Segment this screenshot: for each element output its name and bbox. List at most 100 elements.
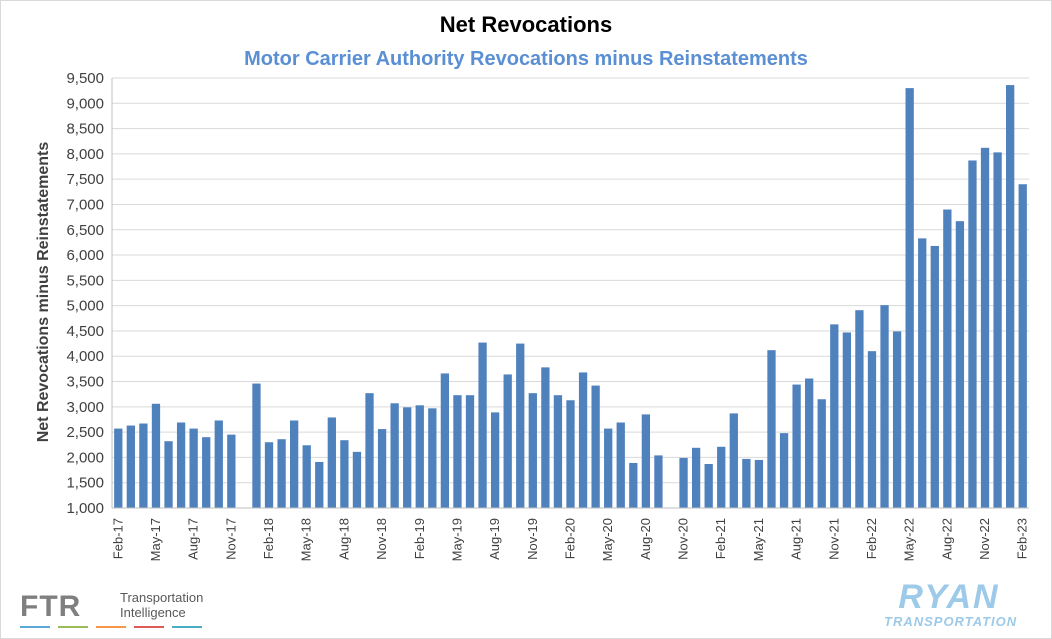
bar bbox=[490, 412, 500, 508]
bar bbox=[955, 221, 965, 508]
bar bbox=[164, 441, 173, 508]
y-tick-label: 7,000 bbox=[66, 196, 104, 213]
bar bbox=[604, 428, 613, 508]
x-tick-label: Feb-19 bbox=[412, 518, 427, 559]
bar bbox=[968, 160, 977, 509]
bar bbox=[880, 305, 889, 508]
bar bbox=[779, 433, 789, 508]
bar bbox=[315, 461, 324, 508]
chart-subtitle: Motor Carrier Authority Revocations minu… bbox=[244, 48, 808, 70]
ftr-logo-stripe bbox=[58, 626, 88, 628]
x-tick-label: Nov-20 bbox=[676, 518, 691, 560]
x-tick-label: Aug-19 bbox=[487, 518, 502, 560]
y-tick-label: 5,500 bbox=[66, 272, 104, 289]
bar bbox=[126, 425, 135, 508]
bar bbox=[842, 332, 852, 508]
bar bbox=[202, 437, 211, 508]
x-tick-label: May-21 bbox=[751, 518, 766, 561]
x-tick-label: Nov-17 bbox=[223, 518, 238, 560]
bar bbox=[805, 378, 814, 508]
ftr-logo-stripe bbox=[134, 626, 164, 628]
bar bbox=[993, 152, 1002, 509]
bar bbox=[717, 446, 726, 508]
bar bbox=[327, 417, 336, 508]
x-tick-label: Aug-21 bbox=[789, 518, 804, 560]
x-tick-label: Nov-18 bbox=[374, 518, 389, 560]
x-tick-label: Aug-17 bbox=[186, 518, 201, 560]
bar bbox=[729, 413, 738, 508]
x-tick-label: Feb-20 bbox=[563, 518, 578, 559]
bar bbox=[679, 457, 688, 508]
y-tick-label: 5,000 bbox=[66, 298, 104, 315]
bar bbox=[943, 209, 952, 508]
y-axis-label: Net Revocations minus Reinstatements bbox=[35, 142, 52, 443]
bar bbox=[541, 367, 550, 508]
y-tick-label: 6,000 bbox=[66, 247, 104, 264]
bar bbox=[591, 385, 600, 508]
x-tick-label: Feb-21 bbox=[713, 518, 728, 559]
x-tick-labels: Feb-17 May-17 Aug-17 Nov-17 Feb-18 May-18 Aug-… bbox=[110, 518, 1029, 561]
bar bbox=[830, 324, 839, 508]
y-tick-label: 1,000 bbox=[66, 500, 104, 517]
bar bbox=[264, 442, 274, 508]
ryan-logo-main: RYAN bbox=[898, 578, 1000, 616]
x-tick-label: Nov-19 bbox=[525, 518, 540, 560]
bar bbox=[289, 420, 299, 508]
bar bbox=[503, 374, 512, 508]
bar bbox=[867, 351, 877, 508]
y-tick-label: 2,000 bbox=[66, 449, 104, 466]
bar bbox=[817, 399, 826, 508]
bar bbox=[792, 384, 801, 508]
y-tick-label: 6,500 bbox=[66, 222, 104, 239]
ftr-logo-stripe bbox=[172, 626, 202, 628]
bar bbox=[930, 245, 939, 508]
bar bbox=[654, 455, 663, 508]
bar bbox=[428, 408, 437, 508]
bar bbox=[892, 331, 902, 508]
bar bbox=[114, 428, 123, 508]
bar bbox=[566, 400, 575, 508]
y-tick-label: 4,000 bbox=[66, 348, 104, 365]
y-tick-labels: 1,000 1,500 2,000 2,500 3,000 3,500 4,000 4,500… bbox=[66, 70, 104, 517]
bar bbox=[252, 383, 261, 508]
ryan-logo-sub: TRANSPORTATION bbox=[884, 614, 1018, 629]
bar bbox=[227, 434, 236, 508]
bar bbox=[742, 458, 751, 508]
x-tick-label: May-22 bbox=[902, 518, 917, 561]
bar bbox=[478, 342, 487, 508]
x-tick-label: Aug-18 bbox=[336, 518, 351, 560]
x-tick-label: Nov-22 bbox=[977, 518, 992, 560]
ryan-logo: RYAN TRANSPORTATION bbox=[884, 578, 1018, 632]
y-tick-label: 8,000 bbox=[66, 146, 104, 163]
bar bbox=[516, 343, 525, 508]
bar bbox=[453, 395, 462, 508]
y-tick-label: 2,500 bbox=[66, 424, 104, 441]
x-tick-label: Feb-17 bbox=[110, 518, 125, 559]
ftr-logo-stripe bbox=[96, 626, 126, 628]
bar bbox=[855, 310, 864, 508]
bar bbox=[151, 403, 161, 508]
bar bbox=[214, 420, 223, 508]
x-tick-label: May-20 bbox=[600, 518, 615, 561]
x-tick-label: May-19 bbox=[449, 518, 464, 561]
bar bbox=[1018, 184, 1027, 508]
y-tick-label: 8,500 bbox=[66, 121, 104, 138]
bars bbox=[114, 85, 1027, 509]
bar bbox=[390, 403, 399, 508]
x-tick-label: Nov-21 bbox=[826, 518, 841, 560]
bar bbox=[403, 407, 412, 508]
chart-title: Net Revocations bbox=[439, 12, 613, 37]
x-tick-label: Aug-20 bbox=[638, 518, 653, 560]
bar bbox=[918, 238, 927, 509]
bar bbox=[578, 372, 588, 508]
bar bbox=[365, 393, 374, 508]
bar bbox=[616, 422, 625, 508]
ftr-logo-line1: Transportation bbox=[120, 590, 204, 605]
bar bbox=[767, 350, 776, 508]
bar bbox=[980, 147, 990, 508]
bar bbox=[176, 422, 186, 508]
ftr-logo: FTR Transportation Intelligence bbox=[20, 590, 220, 632]
bar bbox=[691, 447, 701, 508]
